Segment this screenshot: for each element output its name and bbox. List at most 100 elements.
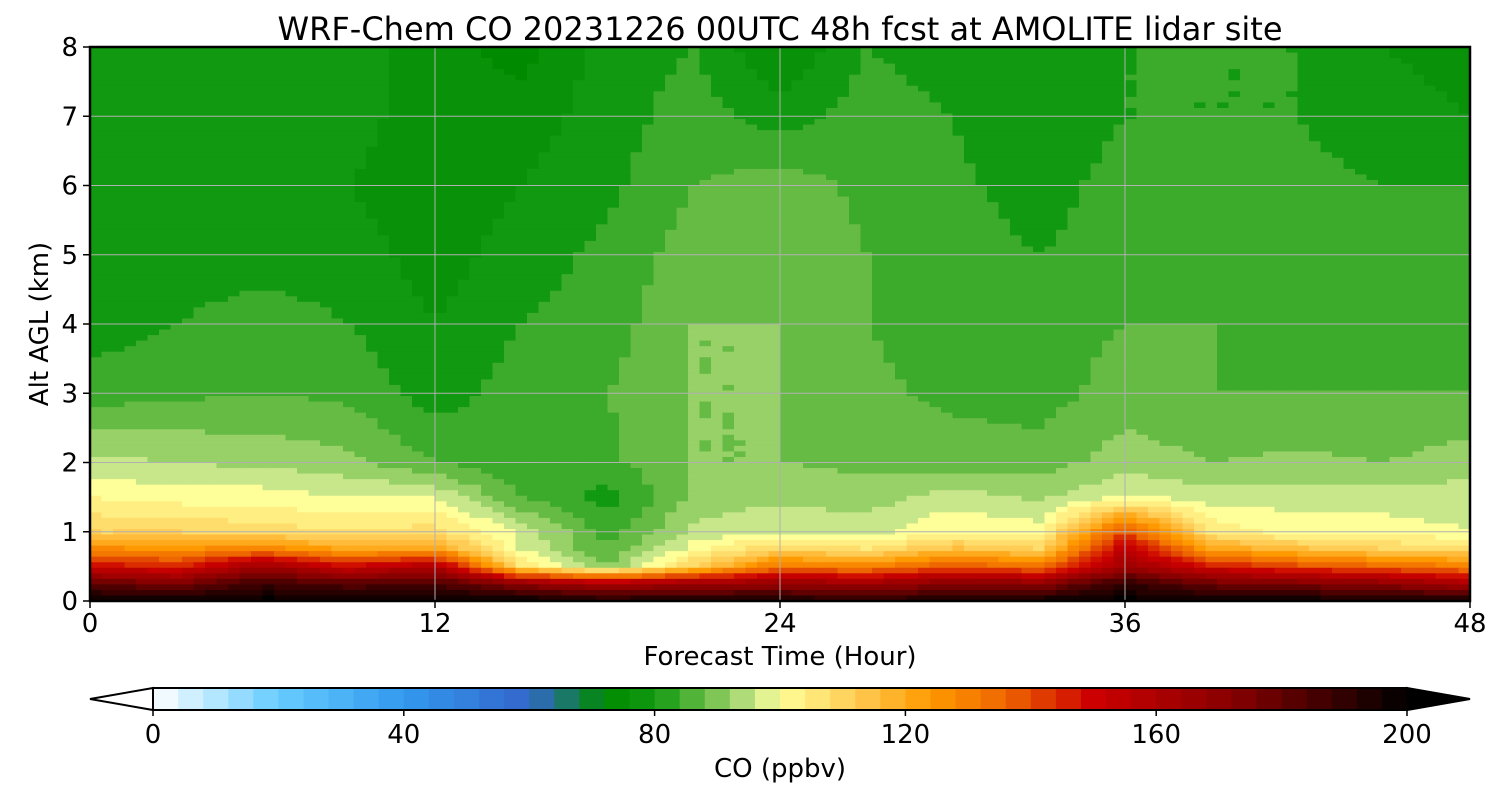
heatmap-cell xyxy=(1217,130,1230,137)
heatmap-cell xyxy=(446,191,459,198)
heatmap-cell xyxy=(331,218,344,225)
heatmap-cell xyxy=(262,74,275,81)
heatmap-cell xyxy=(274,240,287,248)
heatmap-cell xyxy=(573,257,586,264)
heatmap-cell xyxy=(308,229,321,236)
heatmap-cell xyxy=(538,146,551,153)
heatmap-cell xyxy=(998,240,1011,248)
heatmap-cell xyxy=(274,263,287,270)
heatmap-cell xyxy=(964,47,977,54)
heatmap-cell xyxy=(906,80,919,87)
heatmap-cell xyxy=(883,163,896,170)
heatmap-cell xyxy=(1401,157,1414,164)
heatmap-cell xyxy=(573,141,586,148)
heatmap-cell xyxy=(366,63,379,70)
heatmap-cell xyxy=(883,191,896,198)
heatmap-cell xyxy=(964,141,977,148)
heatmap-cell xyxy=(262,135,275,142)
heatmap-cell xyxy=(538,91,551,98)
heatmap-cell xyxy=(251,218,264,225)
heatmap-cell xyxy=(1102,229,1115,236)
heatmap-cell xyxy=(1458,91,1470,98)
heatmap-cell xyxy=(481,179,494,187)
heatmap-cell xyxy=(872,207,885,214)
heatmap-cell xyxy=(228,52,241,59)
heatmap-cell xyxy=(285,185,298,192)
heatmap-cell xyxy=(941,135,954,142)
heatmap-cell xyxy=(929,52,942,59)
heatmap-cell xyxy=(1136,218,1149,225)
heatmap-cell xyxy=(975,52,988,59)
heatmap-cell xyxy=(262,96,275,103)
heatmap-cell xyxy=(757,96,770,103)
heatmap-cell xyxy=(1274,135,1287,142)
heatmap-cell xyxy=(1389,207,1402,214)
heatmap-cell xyxy=(1136,119,1149,126)
heatmap-cell xyxy=(550,130,563,137)
heatmap-cell xyxy=(1136,58,1149,65)
heatmap-cell xyxy=(757,240,770,248)
heatmap-cell xyxy=(101,58,114,65)
heatmap-cell xyxy=(147,240,160,248)
heatmap-cell xyxy=(1182,191,1195,198)
heatmap-cell xyxy=(1366,63,1379,70)
heatmap-cell xyxy=(872,135,885,142)
heatmap-cell xyxy=(1056,91,1069,98)
heatmap-cell xyxy=(1159,146,1172,153)
heatmap-cell xyxy=(837,152,850,159)
heatmap-cell xyxy=(170,91,183,98)
heatmap-cell xyxy=(1320,135,1333,142)
heatmap-cell xyxy=(619,240,632,248)
heatmap-cell xyxy=(745,213,758,220)
heatmap-cell xyxy=(389,207,402,214)
heatmap-cell xyxy=(745,218,758,225)
heatmap-cell xyxy=(1389,229,1402,236)
heatmap-cell xyxy=(1136,80,1149,87)
heatmap-cell xyxy=(251,91,264,98)
heatmap-cell xyxy=(262,107,275,115)
heatmap-cell xyxy=(630,80,643,87)
heatmap-cell xyxy=(147,163,160,170)
heatmap-cell xyxy=(872,191,885,198)
heatmap-cell xyxy=(699,168,712,176)
heatmap-cell xyxy=(515,130,528,137)
heatmap-cell xyxy=(481,47,494,54)
heatmap-cell xyxy=(573,102,586,109)
heatmap-cell xyxy=(1171,246,1184,253)
heatmap-cell xyxy=(1366,196,1379,203)
heatmap-cell xyxy=(642,135,655,142)
heatmap-cell xyxy=(1366,185,1379,192)
heatmap-cell xyxy=(182,85,195,92)
heatmap-cell xyxy=(331,58,344,65)
heatmap-cell xyxy=(872,163,885,170)
heatmap-cell xyxy=(883,96,896,103)
heatmap-cell xyxy=(1067,80,1080,87)
heatmap-cell xyxy=(1286,196,1299,203)
heatmap-cell xyxy=(849,102,862,109)
heatmap-cell xyxy=(1378,102,1391,109)
heatmap-cell xyxy=(1332,58,1345,65)
heatmap-cell xyxy=(688,141,701,148)
heatmap-cell xyxy=(1251,130,1264,137)
heatmap-cell xyxy=(228,218,241,225)
heatmap-cell xyxy=(504,229,517,236)
heatmap-cell xyxy=(1044,191,1057,198)
heatmap-cell xyxy=(906,174,919,181)
heatmap-cell xyxy=(124,135,137,142)
heatmap-cell xyxy=(849,52,862,59)
heatmap-cell xyxy=(216,268,229,275)
heatmap-cell xyxy=(573,196,586,203)
heatmap-cell xyxy=(262,85,275,92)
heatmap-cell xyxy=(561,263,574,270)
heatmap-cell xyxy=(757,69,770,76)
heatmap-cell xyxy=(550,246,563,253)
heatmap-cell xyxy=(768,235,781,242)
heatmap-cell xyxy=(1171,47,1184,54)
heatmap-cell xyxy=(527,163,540,170)
heatmap-cell xyxy=(665,202,678,209)
heatmap-cell xyxy=(757,207,770,214)
heatmap-cell xyxy=(1171,69,1184,76)
heatmap-cell xyxy=(734,224,747,231)
heatmap-cell xyxy=(1286,130,1299,137)
heatmap-cell xyxy=(1240,102,1253,109)
